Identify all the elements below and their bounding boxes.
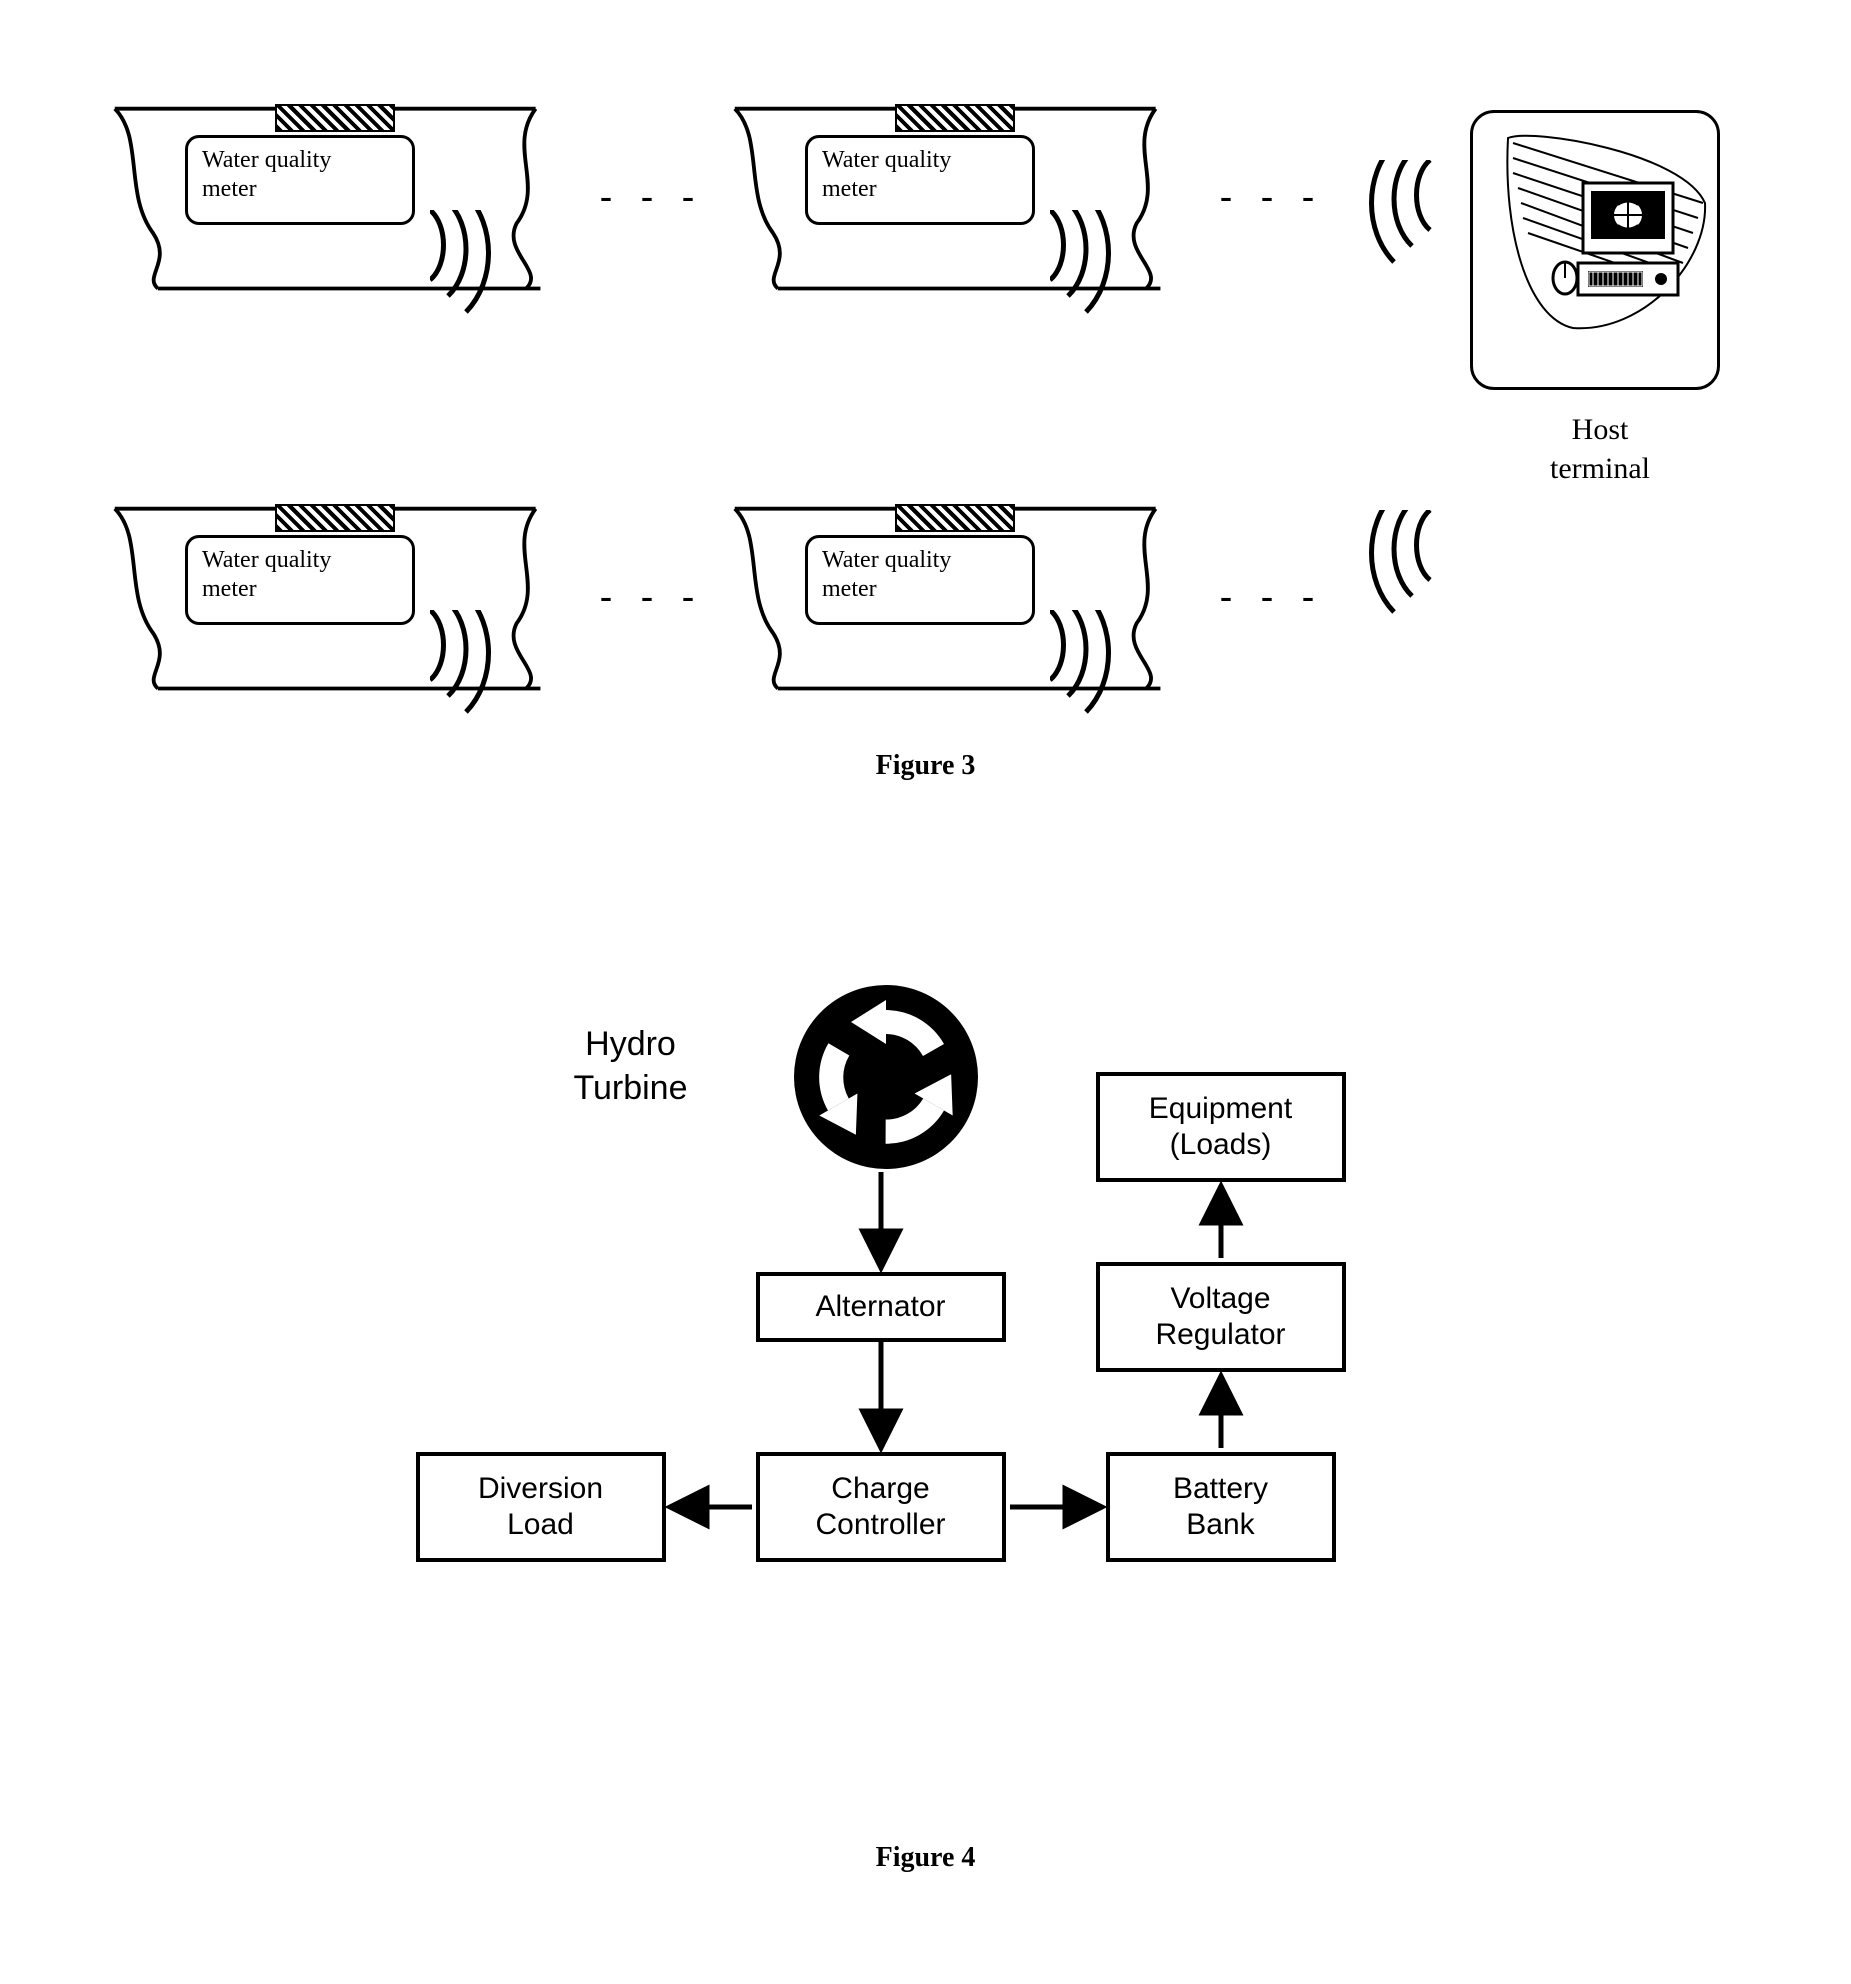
- computer-icon: [1473, 113, 1723, 393]
- figure-3-caption: Figure 3: [100, 750, 1751, 782]
- meter-label-line2: meter: [202, 176, 257, 202]
- water-quality-meter-box: Water quality meter: [185, 535, 415, 625]
- pipe-meter-4: Water quality meter: [720, 480, 1180, 700]
- meter-label-line1: Water quality: [202, 147, 331, 173]
- meter-label-line2: meter: [202, 576, 257, 602]
- meter-label-line1: Water quality: [822, 147, 951, 173]
- pipe-meter-1: Water quality meter: [100, 80, 560, 300]
- fig3-stage: Water quality meter - - - Water quality …: [100, 80, 1750, 720]
- meter-label-line1: Water quality: [822, 547, 951, 573]
- continuation-dots: - - -: [600, 575, 704, 617]
- meter-label-line2: meter: [822, 576, 877, 602]
- figure-3: Water quality meter - - - Water quality …: [100, 80, 1751, 782]
- pipe-meter-2: Water quality meter: [720, 80, 1180, 300]
- water-quality-meter-box: Water quality meter: [805, 535, 1035, 625]
- hatch-icon: [275, 504, 395, 532]
- meter-label-line2: meter: [822, 176, 877, 202]
- figure-4: HydroTurbine Alternator ChargeController…: [100, 982, 1751, 1874]
- continuation-dots: - - -: [600, 175, 704, 217]
- figure-4-caption: Figure 4: [100, 1842, 1751, 1874]
- host-terminal-box: [1470, 110, 1720, 390]
- water-quality-meter-box: Water quality meter: [185, 135, 415, 225]
- host-terminal-label: Host terminal: [1490, 410, 1710, 488]
- water-quality-meter-box: Water quality meter: [805, 135, 1035, 225]
- hatch-icon: [895, 504, 1015, 532]
- fig4-stage: HydroTurbine Alternator ChargeController…: [376, 982, 1476, 1782]
- pipe-meter-3: Water quality meter: [100, 480, 560, 700]
- hatch-icon: [275, 104, 395, 132]
- continuation-dots: - - -: [1220, 575, 1324, 617]
- hatch-icon: [895, 104, 1015, 132]
- meter-label-line1: Water quality: [202, 547, 331, 573]
- continuation-dots: - - -: [1220, 175, 1324, 217]
- fig4-arrows: [376, 982, 1476, 1632]
